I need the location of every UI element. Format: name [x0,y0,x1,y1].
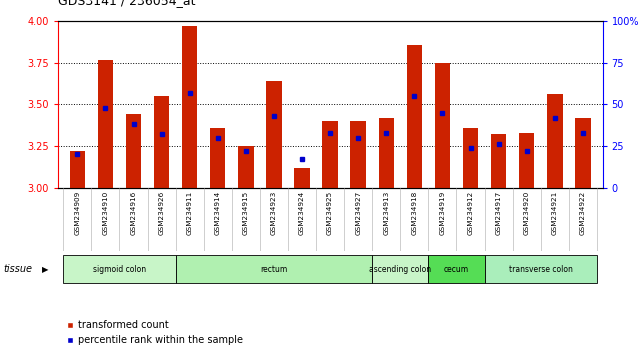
Bar [406,45,422,188]
Text: GSM234923: GSM234923 [271,191,277,235]
Bar [154,96,169,188]
Text: GSM234924: GSM234924 [299,191,305,235]
Bar [575,118,590,188]
Bar [547,95,563,188]
Text: GSM234919: GSM234919 [440,191,445,235]
Text: GSM234922: GSM234922 [580,191,586,235]
Bar [70,151,85,188]
Text: GDS3141 / 236054_at: GDS3141 / 236054_at [58,0,196,7]
Bar [519,133,535,188]
Bar [210,128,226,188]
Bar [266,81,281,188]
Bar [379,118,394,188]
Text: GSM234920: GSM234920 [524,191,529,235]
Text: ▶: ▶ [42,264,48,274]
Bar [428,255,485,283]
Bar [463,128,478,188]
Bar [485,255,597,283]
Bar [97,59,113,188]
Text: cecum: cecum [444,264,469,274]
Bar [182,26,197,188]
Text: tissue: tissue [3,264,32,274]
Bar [126,114,141,188]
Bar [238,146,254,188]
Text: GSM234916: GSM234916 [131,191,137,235]
Text: GSM234913: GSM234913 [383,191,389,235]
Text: GSM234909: GSM234909 [74,191,80,235]
Bar [491,135,506,188]
Text: GSM234925: GSM234925 [327,191,333,235]
Text: GSM234927: GSM234927 [355,191,361,235]
Text: ascending colon: ascending colon [369,264,431,274]
Bar [294,168,310,188]
Bar [176,255,372,283]
Bar [322,121,338,188]
Text: rectum: rectum [260,264,288,274]
Text: GSM234911: GSM234911 [187,191,193,235]
Text: sigmoid colon: sigmoid colon [93,264,146,274]
Text: GSM234915: GSM234915 [243,191,249,235]
Text: GSM234910: GSM234910 [103,191,108,235]
Bar [63,255,176,283]
Text: GSM234926: GSM234926 [158,191,165,235]
Text: transverse colon: transverse colon [509,264,572,274]
Text: GSM234917: GSM234917 [495,191,502,235]
Bar [435,63,450,188]
Legend: transformed count, percentile rank within the sample: transformed count, percentile rank withi… [63,316,247,349]
Bar [351,121,366,188]
Text: GSM234918: GSM234918 [412,191,417,235]
Text: GSM234912: GSM234912 [467,191,474,235]
Text: GSM234914: GSM234914 [215,191,221,235]
Bar [372,255,428,283]
Text: GSM234921: GSM234921 [552,191,558,235]
